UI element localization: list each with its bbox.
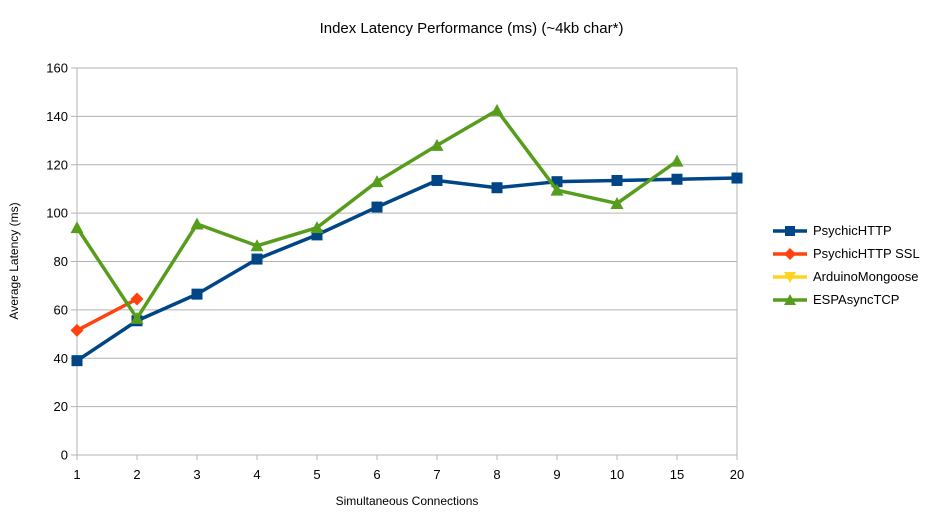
data-point-psychichttp bbox=[251, 253, 263, 265]
x-tick-label: 1 bbox=[73, 467, 80, 482]
legend: PsychicHTTP PsychicHTTP SSL ArduinoMongoos… bbox=[772, 219, 920, 311]
y-tick-label: 60 bbox=[54, 302, 68, 317]
data-point-espasynctcp bbox=[550, 183, 564, 196]
x-tick-label: 6 bbox=[373, 467, 380, 482]
data-point-espasynctcp bbox=[310, 221, 324, 234]
triangle-down-marker-icon bbox=[773, 271, 807, 283]
data-point-espasynctcp bbox=[130, 311, 144, 324]
data-point-psychichttp bbox=[431, 174, 443, 186]
data-point-espasynctcp bbox=[490, 103, 504, 116]
y-tick-label: 80 bbox=[54, 254, 68, 269]
data-point-espasynctcp bbox=[430, 138, 444, 151]
legend-label: ArduinoMongoose bbox=[813, 269, 919, 284]
y-tick-label: 40 bbox=[54, 351, 68, 366]
legend-item-psychichttp: PsychicHTTP bbox=[772, 219, 920, 242]
y-tick-label: 20 bbox=[54, 399, 68, 414]
x-tick-label: 2 bbox=[133, 467, 140, 482]
legend-label: PsychicHTTP bbox=[813, 223, 892, 238]
y-tick-label: 0 bbox=[61, 448, 68, 463]
x-tick-label: 20 bbox=[730, 467, 744, 482]
x-axis-title: Simultaneous Connections bbox=[335, 494, 479, 508]
triangle-up-marker-icon bbox=[773, 293, 807, 305]
data-point-psychichttp bbox=[191, 288, 203, 300]
x-tick-label: 7 bbox=[433, 467, 440, 482]
y-tick-label: 140 bbox=[46, 109, 68, 124]
data-point-espasynctcp bbox=[190, 217, 204, 230]
x-tick-label: 5 bbox=[313, 467, 320, 482]
data-point-espasynctcp bbox=[70, 221, 84, 234]
legend-item-arduinomongoose: ArduinoMongoose bbox=[772, 265, 920, 288]
data-point-espasynctcp bbox=[250, 239, 264, 252]
data-point-espasynctcp bbox=[370, 175, 384, 188]
data-point-psychichttp-ssl bbox=[70, 323, 84, 337]
data-point-psychichttp bbox=[551, 176, 563, 188]
data-point-espasynctcp bbox=[670, 154, 684, 167]
y-tick-label: 120 bbox=[46, 157, 68, 172]
x-tick-label: 4 bbox=[253, 467, 260, 482]
legend-label: PsychicHTTP SSL bbox=[813, 246, 920, 261]
x-tick-label: 9 bbox=[553, 467, 560, 482]
data-point-espasynctcp bbox=[610, 196, 624, 209]
series-line-espasynctcp bbox=[75, 108, 679, 321]
data-point-psychichttp bbox=[671, 173, 683, 185]
legend-label: ESPAsyncTCP bbox=[813, 292, 900, 307]
x-tick-label: 8 bbox=[493, 467, 500, 482]
y-tick-label: 160 bbox=[46, 61, 68, 76]
data-point-psychichttp-ssl bbox=[130, 292, 144, 306]
square-marker-icon bbox=[773, 225, 807, 236]
data-point-psychichttp bbox=[491, 182, 503, 194]
data-point-psychichttp bbox=[311, 229, 323, 241]
x-tick-label: 3 bbox=[193, 467, 200, 482]
data-point-psychichttp bbox=[731, 172, 743, 184]
data-point-psychichttp bbox=[371, 201, 383, 213]
data-point-psychichttp bbox=[71, 355, 83, 367]
data-point-psychichttp bbox=[611, 174, 623, 186]
y-tick-label: 100 bbox=[46, 206, 68, 221]
legend-item-espasynctcp: ESPAsyncTCP bbox=[772, 288, 920, 311]
diamond-marker-icon bbox=[773, 247, 807, 260]
chart-title: Index Latency Performance (ms) (~4kb cha… bbox=[319, 20, 624, 37]
x-tick-label: 15 bbox=[670, 467, 684, 482]
legend-item-psychichttp-ssl: PsychicHTTP SSL bbox=[772, 242, 920, 265]
x-tick-label: 10 bbox=[610, 467, 624, 482]
series-line-psychichttp bbox=[76, 176, 738, 363]
